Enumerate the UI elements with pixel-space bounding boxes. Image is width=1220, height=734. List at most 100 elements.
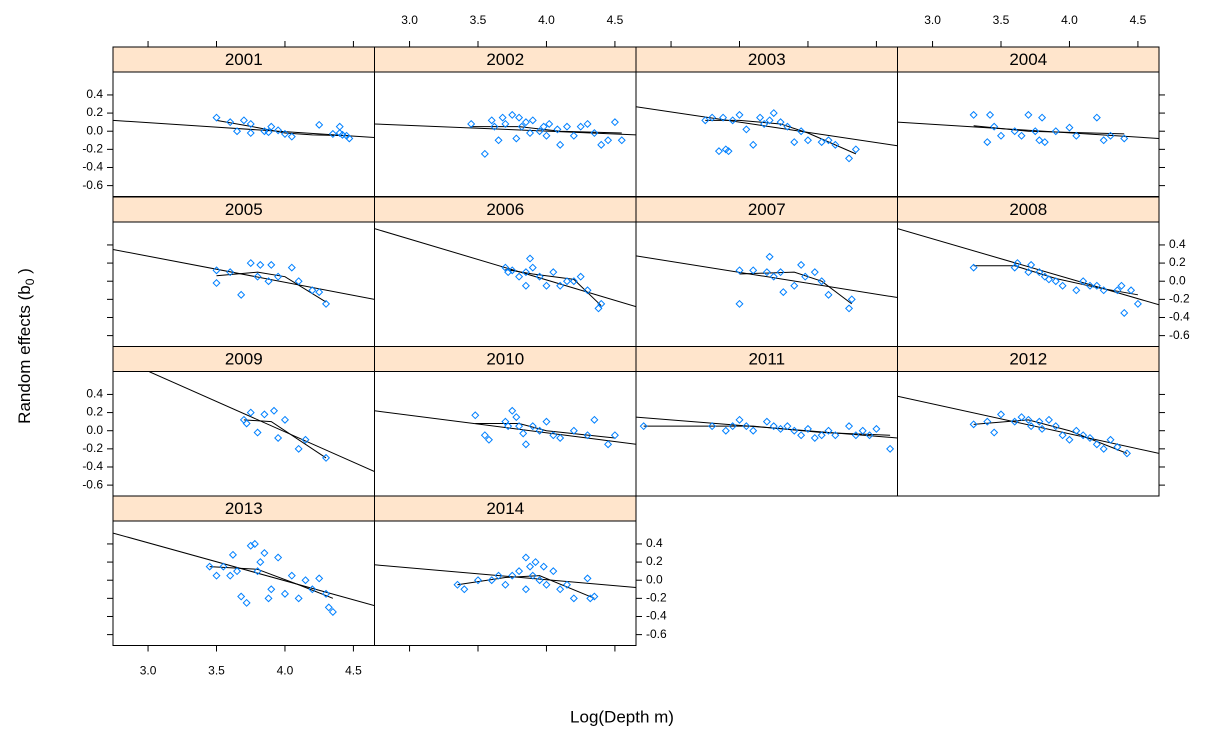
- point: [760, 119, 769, 128]
- point: [569, 277, 578, 286]
- point: [583, 431, 592, 440]
- point: [790, 281, 799, 290]
- point: [242, 419, 251, 428]
- point: [512, 413, 521, 422]
- point: [246, 408, 255, 417]
- panel-border: [112, 520, 375, 646]
- point: [610, 431, 619, 440]
- point: [790, 138, 799, 147]
- panel: [636, 252, 898, 313]
- point: [1038, 113, 1047, 122]
- point: [983, 138, 992, 147]
- panel: [897, 228, 1159, 317]
- point: [845, 154, 854, 163]
- strip: [635, 346, 898, 372]
- y-tick-label: 0.2: [1169, 255, 1186, 269]
- smooth-line: [216, 271, 327, 303]
- point: [521, 281, 530, 290]
- smooth-line: [216, 119, 350, 137]
- point: [553, 125, 562, 134]
- x-tick-label: 3.0: [401, 13, 418, 27]
- y-tick-label: -0.2: [82, 441, 103, 455]
- point: [1085, 281, 1095, 290]
- point: [256, 558, 265, 567]
- point: [597, 299, 606, 308]
- strip: [112, 346, 375, 372]
- point: [803, 424, 812, 433]
- point: [1072, 286, 1081, 295]
- point: [597, 140, 606, 149]
- point: [267, 585, 276, 594]
- point: [969, 263, 978, 272]
- smooth-line: [471, 126, 622, 134]
- point: [460, 585, 469, 594]
- point: [1024, 268, 1033, 277]
- fit-line: [113, 532, 375, 607]
- point: [851, 431, 860, 440]
- point: [1106, 131, 1115, 140]
- point: [542, 580, 551, 589]
- y-tick-label: -0.6: [646, 627, 667, 641]
- point: [287, 263, 296, 272]
- point: [742, 125, 751, 134]
- point: [531, 558, 540, 567]
- point: [583, 119, 592, 128]
- strip-title: 2010: [486, 349, 524, 368]
- point: [719, 113, 728, 122]
- point: [242, 598, 251, 607]
- point: [1117, 281, 1126, 290]
- smooth-line: [243, 419, 327, 459]
- point: [253, 272, 262, 281]
- point: [769, 272, 778, 281]
- point: [576, 272, 585, 281]
- x-tick-label: 3.0: [140, 664, 157, 678]
- point: [735, 299, 744, 308]
- point: [233, 127, 242, 136]
- y-tick-label: -0.4: [82, 459, 103, 473]
- point: [508, 110, 517, 119]
- point: [865, 431, 874, 440]
- strip-title: 2001: [225, 50, 263, 69]
- point: [274, 272, 283, 281]
- point: [762, 268, 771, 277]
- point: [542, 417, 551, 426]
- point: [212, 571, 221, 580]
- point: [260, 549, 269, 558]
- point: [1120, 134, 1129, 143]
- point: [845, 422, 854, 431]
- point: [1027, 260, 1036, 269]
- point: [765, 252, 774, 261]
- point: [749, 266, 758, 275]
- panel: [113, 248, 375, 308]
- point: [569, 131, 578, 140]
- point: [583, 286, 592, 295]
- strip: [635, 196, 898, 223]
- point: [1044, 275, 1053, 284]
- point: [817, 277, 826, 286]
- panel: [897, 395, 1159, 458]
- strip: [374, 495, 637, 522]
- point: [1044, 415, 1053, 424]
- point: [264, 277, 273, 286]
- point: [824, 290, 833, 299]
- point: [1099, 286, 1108, 295]
- point: [735, 110, 744, 119]
- y-tick-label: 0.0: [86, 123, 103, 137]
- point: [294, 594, 303, 603]
- x-tick-label: 3.5: [470, 13, 487, 27]
- x-tick-label: 3.5: [993, 13, 1010, 27]
- point: [728, 116, 737, 125]
- point: [996, 410, 1006, 419]
- y-tick-label: 0.4: [86, 87, 103, 101]
- point: [1133, 299, 1142, 308]
- point: [328, 129, 337, 138]
- point: [617, 136, 626, 145]
- point: [817, 138, 826, 147]
- point: [512, 134, 521, 143]
- y-axis-title-part: ): [15, 268, 34, 278]
- panel-border: [635, 221, 898, 347]
- point: [1099, 136, 1108, 145]
- point: [480, 149, 489, 158]
- point: [528, 263, 537, 272]
- x-tick-label: 4.0: [277, 664, 294, 678]
